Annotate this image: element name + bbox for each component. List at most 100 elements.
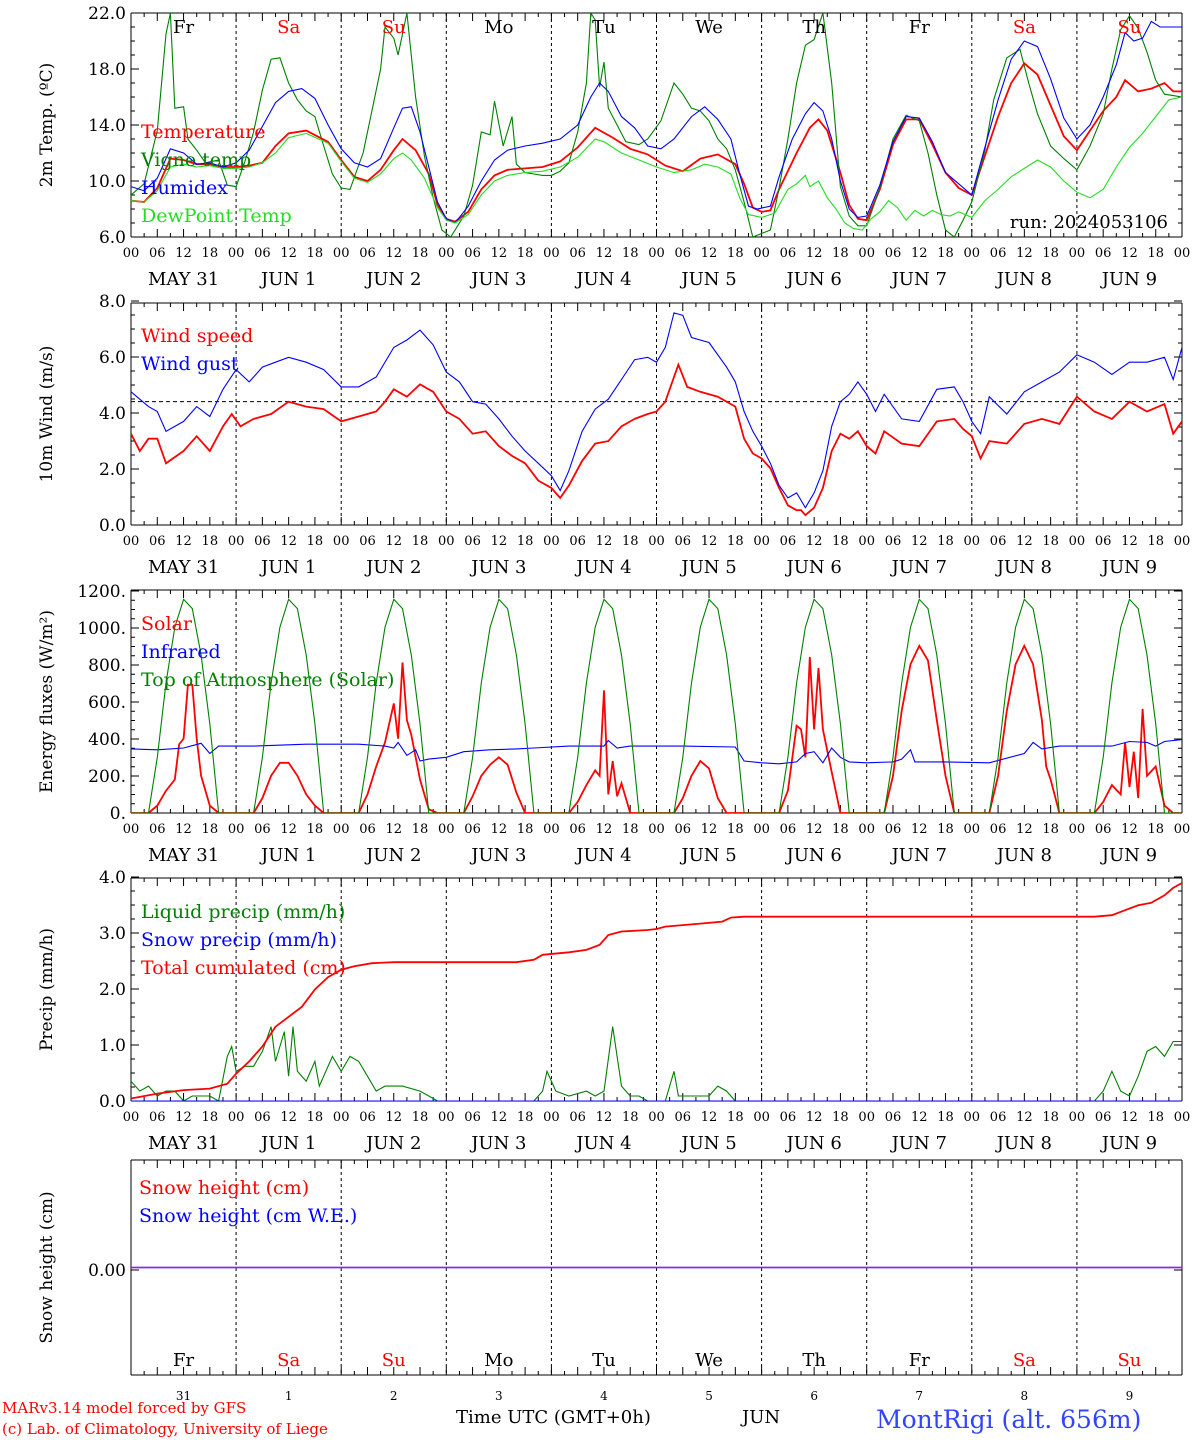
weekday-label: We xyxy=(695,17,723,38)
hour-tick-label: 06 xyxy=(149,534,166,549)
date-label: JUN 5 xyxy=(679,845,736,866)
hour-tick-label: 12 xyxy=(701,822,718,837)
lab-credit: (c) Lab. of Climatology, University of L… xyxy=(2,1420,328,1438)
y-axis-label: Precip (mm/h) xyxy=(37,928,57,1051)
date-label: JUN 4 xyxy=(574,1133,631,1154)
hour-tick-label: 00 xyxy=(858,1110,875,1125)
date-label: JUN 2 xyxy=(364,557,421,578)
date-label: JUN 5 xyxy=(679,269,736,290)
hour-tick-label: 06 xyxy=(464,534,481,549)
hour-tick-label: 00 xyxy=(333,822,350,837)
weekday-label: Tu xyxy=(592,17,616,38)
month-label: JUN xyxy=(740,1407,780,1428)
y-tick-label: 3.0 xyxy=(99,924,126,944)
day-number-label: 8 xyxy=(1021,1389,1029,1403)
weekday-label: Fr xyxy=(173,17,194,38)
hour-tick-label: 12 xyxy=(911,822,928,837)
legend-entry: Top of Atmosphere (Solar) xyxy=(141,669,394,691)
hour-tick-label: 18 xyxy=(517,1110,534,1125)
hour-tick-label: 06 xyxy=(149,1110,166,1125)
hour-tick-label: 06 xyxy=(254,822,271,837)
hour-tick-label: 06 xyxy=(254,534,271,549)
hour-tick-label: 12 xyxy=(701,246,718,261)
y-tick-label: 0.0 xyxy=(99,516,126,536)
y-tick-label: 600. xyxy=(88,693,126,713)
hour-tick-label: 18 xyxy=(727,534,744,549)
hour-tick-label: 00 xyxy=(648,1110,665,1125)
hour-tick-label: 18 xyxy=(307,534,324,549)
hour-tick-label: 12 xyxy=(701,1110,718,1125)
date-label: JUN 6 xyxy=(784,845,841,866)
hour-tick-label: 12 xyxy=(385,246,402,261)
date-label: JUN 5 xyxy=(679,557,736,578)
day-number-label: 3 xyxy=(495,1389,503,1403)
hour-tick-label: 12 xyxy=(280,1110,297,1125)
hour-tick-label: 18 xyxy=(1147,1110,1164,1125)
hour-tick-label: 06 xyxy=(885,822,902,837)
hour-tick-label: 18 xyxy=(1042,534,1059,549)
date-label: JUN 1 xyxy=(259,269,316,290)
date-label: JUN 6 xyxy=(784,269,841,290)
y-tick-label: 800. xyxy=(88,656,126,676)
y-tick-label: 10.0 xyxy=(88,172,126,192)
hour-tick-label: 12 xyxy=(806,822,823,837)
hour-tick-label: 18 xyxy=(832,534,849,549)
hour-tick-label: 12 xyxy=(911,246,928,261)
y-tick-label: 200. xyxy=(88,767,126,787)
hour-tick-label: 18 xyxy=(412,246,429,261)
time-axis-title: Time UTC (GMT+0h) xyxy=(456,1407,651,1428)
hour-tick-label: 06 xyxy=(569,822,586,837)
y-tick-label: 6.0 xyxy=(99,228,126,248)
hour-tick-label: 00 xyxy=(858,822,875,837)
hour-tick-label: 00 xyxy=(543,1110,560,1125)
date-label: JUN 2 xyxy=(364,269,421,290)
series-line-wind-gust xyxy=(131,312,1182,509)
hour-tick-label: 18 xyxy=(1042,1110,1059,1125)
date-label: JUN 2 xyxy=(364,1133,421,1154)
hour-tick-label: 12 xyxy=(491,246,508,261)
legend-entry: Vigne temp xyxy=(140,149,251,171)
series-line-liquid-precip-mm-h- xyxy=(131,1026,1182,1101)
hour-tick-label: 06 xyxy=(569,534,586,549)
hour-tick-label: 12 xyxy=(596,246,613,261)
hour-tick-label: 12 xyxy=(385,1110,402,1125)
hour-tick-label: 00 xyxy=(543,534,560,549)
hour-tick-label: 00 xyxy=(753,1110,770,1125)
run-annotation: run: 2024053106 xyxy=(1010,212,1168,233)
hour-tick-label: 12 xyxy=(491,534,508,549)
hour-tick-label: 00 xyxy=(333,534,350,549)
legend-entry: Total cumulated (cm) xyxy=(141,957,346,979)
date-label: MAY 31 xyxy=(148,269,219,290)
date-label: JUN 1 xyxy=(259,557,316,578)
hour-tick-label: 06 xyxy=(885,534,902,549)
weekday-label: Fr xyxy=(173,1350,194,1371)
day-number-label: 6 xyxy=(810,1389,818,1403)
weekday-label: We xyxy=(695,1350,723,1371)
series-line-dewpoint-temp xyxy=(131,96,1182,231)
hour-tick-label: 18 xyxy=(622,1110,639,1125)
hour-tick-label: 06 xyxy=(780,822,797,837)
weekday-label: Th xyxy=(802,17,826,38)
date-label: JUN 9 xyxy=(1100,845,1157,866)
hour-tick-label: 12 xyxy=(1121,246,1138,261)
date-label: JUN 8 xyxy=(995,269,1052,290)
weekday-label: Th xyxy=(802,1350,826,1371)
day-number-label: 31 xyxy=(176,1389,191,1403)
legend-entry: Wind gust xyxy=(141,353,239,375)
footer: MARv3.14 model forced by GFS (c) Lab. of… xyxy=(2,1399,1141,1438)
date-label: JUN 6 xyxy=(784,557,841,578)
legend-entry: Infrared xyxy=(141,641,221,663)
date-label: JUN 7 xyxy=(890,1133,947,1154)
weekday-label: Su xyxy=(1117,17,1141,38)
hour-tick-label: 00 xyxy=(1174,1110,1191,1125)
hour-tick-label: 12 xyxy=(1016,822,1033,837)
y-tick-label: 14.0 xyxy=(88,116,126,136)
date-label: JUN 5 xyxy=(679,1133,736,1154)
hour-tick-label: 00 xyxy=(858,534,875,549)
legend-entry: Temperature xyxy=(141,121,265,143)
date-label: JUN 3 xyxy=(469,557,526,578)
date-label: JUN 7 xyxy=(890,269,947,290)
hour-tick-label: 18 xyxy=(307,1110,324,1125)
y-tick-label: 2.0 xyxy=(99,980,126,1000)
hour-tick-label: 00 xyxy=(1174,822,1191,837)
